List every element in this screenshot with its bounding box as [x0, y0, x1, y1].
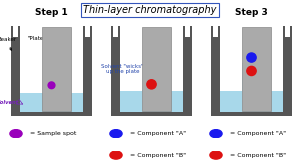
Bar — [42, 27, 71, 111]
Text: Beaker: Beaker — [0, 37, 16, 50]
Circle shape — [247, 66, 256, 76]
Bar — [85, 25, 90, 37]
Text: Step 2: Step 2 — [135, 8, 168, 17]
Bar — [142, 27, 171, 111]
Bar — [283, 26, 292, 112]
Bar — [82, 26, 92, 112]
Circle shape — [110, 151, 122, 159]
Circle shape — [210, 151, 222, 159]
Bar — [182, 26, 192, 112]
Bar — [211, 112, 292, 116]
Text: = Component "A": = Component "A" — [230, 131, 286, 136]
Text: = Component "B": = Component "B" — [130, 153, 186, 158]
Text: = Component "B": = Component "B" — [230, 153, 286, 158]
Bar — [185, 25, 190, 37]
Circle shape — [110, 130, 122, 138]
Bar — [121, 26, 182, 112]
Bar — [20, 26, 83, 112]
Bar — [20, 93, 83, 112]
Bar — [211, 26, 220, 112]
Text: Solvent: Solvent — [0, 100, 20, 105]
Circle shape — [147, 80, 156, 89]
Bar — [242, 63, 271, 111]
Circle shape — [48, 82, 55, 89]
Bar — [11, 112, 92, 116]
Circle shape — [247, 53, 256, 62]
Circle shape — [210, 130, 222, 138]
Text: Step 1: Step 1 — [35, 8, 68, 17]
Text: = Sample spot: = Sample spot — [30, 131, 76, 136]
Bar — [13, 25, 18, 37]
Bar — [121, 91, 182, 112]
Bar — [111, 26, 121, 112]
Bar — [213, 25, 218, 37]
Text: "Plate": "Plate" — [28, 36, 47, 47]
Text: = Component "A": = Component "A" — [130, 131, 186, 136]
Bar — [220, 26, 283, 112]
Bar — [11, 26, 20, 112]
Text: Thin-layer chromatography: Thin-layer chromatography — [83, 5, 217, 15]
Bar — [111, 112, 192, 116]
Bar — [242, 27, 271, 111]
Bar — [220, 91, 283, 112]
Text: Solvent "wicks"
up the plate: Solvent "wicks" up the plate — [101, 64, 147, 79]
Bar — [285, 25, 290, 37]
Circle shape — [10, 130, 22, 138]
Bar — [113, 25, 118, 37]
Text: Step 3: Step 3 — [235, 8, 268, 17]
Bar — [142, 90, 171, 111]
